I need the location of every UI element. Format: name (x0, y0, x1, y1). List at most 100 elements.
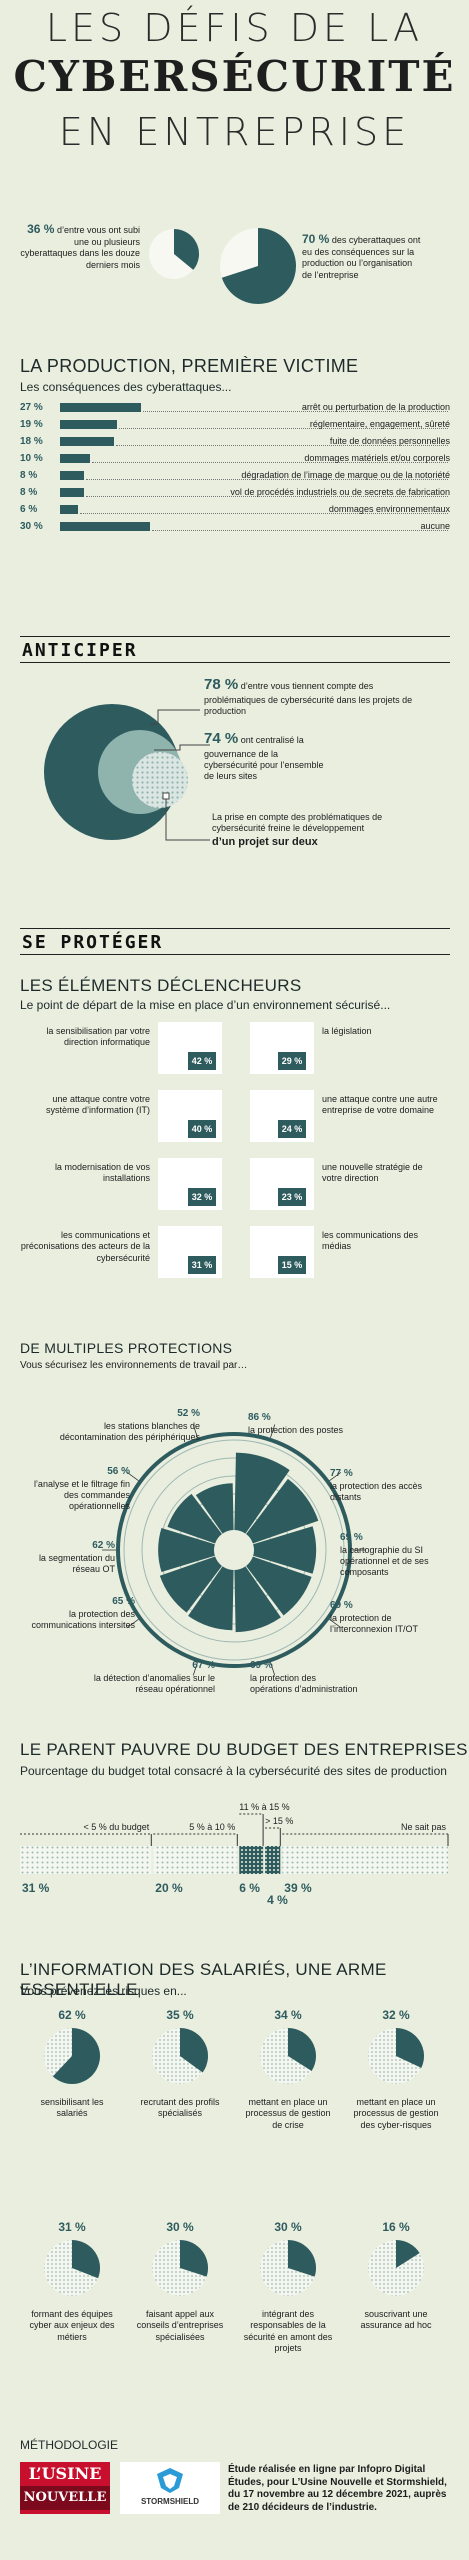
anticiper-a: 78 % d’entre vous tiennent compte des pr… (204, 676, 414, 717)
triggers-title: LES ÉLÉMENTS DÉCLENCHEURS (20, 976, 302, 995)
trigger-left-label: la sensibilisation par votre direction i… (46, 1026, 150, 1048)
methodology-text: Étude réalisée en ligne par Infopro Digi… (228, 2464, 447, 2513)
radial-wedge (246, 1556, 312, 1616)
information-item-pct: 16 % (382, 2220, 410, 2234)
radial-label-pct: 65 % (112, 1596, 135, 1607)
radial-label-pct: 69 % (330, 1600, 353, 1611)
budget-subtitle: Pourcentage du budget total consacré à l… (20, 1764, 447, 1778)
trigger-left-pct: 32 % (188, 1188, 216, 1206)
radial-label-text: les stations blanches de décontamination… (59, 1420, 200, 1442)
information-item-label: intégrant des responsables de la sécurit… (243, 2309, 333, 2353)
radial-grid-ring (123, 1439, 345, 1661)
information-item-pie (152, 2028, 208, 2085)
intro-left-pct: 36 % (27, 222, 55, 236)
information-pie-slice (396, 2028, 424, 2069)
stormshield-icon (157, 2468, 183, 2493)
radial-label-pct: 86 % (248, 1412, 271, 1423)
budget-segment (20, 1846, 152, 1874)
information-item-pie (44, 2028, 100, 2085)
title-line-3: EN ENTREPRISE (58, 110, 411, 154)
production-row-label: réglementaire, engagement, sûreté (309, 419, 450, 429)
budget-title: LE PARENT PAUVRE DU BUDGET DES ENTREPRIS… (20, 1740, 468, 1759)
usine-logo-top: L’USINE (28, 2464, 102, 2483)
production-row-leader (116, 445, 448, 446)
trigger-left-label: une attaque contre votre système d’infor… (45, 1094, 150, 1116)
radial-label: 69 % la cartographie du SI opérationnel e… (340, 1532, 450, 1578)
anticiper-a-text: d’entre vous tiennent compte des problém… (204, 681, 413, 716)
intro-left-pie-slice (174, 229, 199, 270)
information-item-label: formant des équipes cyber aux enjeux des… (29, 2309, 115, 2342)
trigger-left-pct: 40 % (188, 1120, 216, 1138)
trigger-left-pct: 42 % (188, 1052, 216, 1070)
intro-left-pie (149, 229, 199, 279)
production-row-bar (60, 403, 141, 412)
production-row-leader (143, 411, 448, 412)
radial-leader (126, 1619, 139, 1628)
production-title: LA PRODUCTION, PREMIÈRE VICTIME (20, 356, 359, 376)
budget-label: 5 % à 10 % (189, 1822, 235, 1832)
radial-label-pct: 67 % (192, 1660, 215, 1671)
information-item-pie (368, 2240, 424, 2297)
radial-label-text: la segmentation du réseau OT (38, 1552, 115, 1574)
production-row-leader (86, 479, 448, 480)
usine-logo-bottom: NOUVELLE (20, 2486, 110, 2510)
budget-pct: 4 % (267, 1893, 288, 1907)
budget-pct: 39 % (284, 1881, 312, 1895)
production-row-pct: 8 % (20, 487, 38, 498)
radial-wedge (159, 1556, 222, 1613)
usine-nouvelle-logo: L’USINE NOUVELLE (20, 2462, 110, 2514)
intro-right-pct: 70 % (302, 232, 330, 246)
budget-segment (239, 1846, 264, 1874)
anticiper-connectors (150, 709, 210, 841)
information-item: 34 % mettant en place un processus de ges… (236, 2008, 340, 2131)
information-pie-slice (72, 2240, 100, 2279)
radial-wedge (167, 1493, 222, 1544)
anticiper-b-text: ont centralisé la gouvernance de la cybe… (204, 735, 324, 782)
information-pie-slice (180, 2028, 208, 2073)
title-line-1: LES DÉFIS DE LA (45, 6, 424, 50)
information-title: L’INFORMATION DES SALARIÉS, UNE ARME ESS… (20, 1960, 387, 2000)
radial-leader (270, 1424, 276, 1438)
production-row-bar (60, 505, 78, 514)
information-item: 30 % faisant appel aux conseils d’entrepr… (128, 2220, 232, 2343)
protections-radial-chart (102, 1424, 366, 1676)
production-row-leader (92, 462, 448, 463)
information-pie-slice (180, 2240, 208, 2278)
radial-wedge (234, 1566, 281, 1633)
radial-leader (270, 1662, 276, 1676)
trigger-right-label: les communications des médias (322, 1230, 419, 1252)
intro-left-text: 36 % d’entre vous ont subi une ou plusie… (20, 222, 140, 271)
anticiper-rule-top (20, 636, 450, 637)
production-row-leader (152, 530, 448, 531)
stormshield-label: STORMSHIELD (140, 2496, 200, 2506)
trigger-left-label: les communications et préconisations des… (20, 1230, 150, 1263)
information-item: 30 % intégrant des responsables de la séc… (236, 2220, 340, 2354)
production-row-pct: 27 % (20, 402, 43, 413)
information-pie-slice (52, 2028, 100, 2085)
production-subtitle: Les conséquences des cyberattaques... (20, 380, 232, 394)
production-row-leader (80, 513, 448, 514)
radial-label: 69 % la protection des opérations d’admin… (250, 1660, 360, 1695)
intro-left-desc: d’entre vous ont subi une ou plusieurs c… (20, 225, 140, 270)
radial-leader (329, 1472, 342, 1481)
production-row-label: aucune (420, 521, 450, 531)
production-row-pct: 18 % (20, 436, 43, 447)
information-item: 31 % formant des équipes cyber aux enjeux… (20, 2220, 124, 2343)
radial-label-pct: 56 % (107, 1466, 130, 1477)
radial-label-text: la protection des accès distants (330, 1480, 423, 1502)
information-item-label: souscrivant une assurance ad hoc (360, 2309, 432, 2331)
radial-label-text: la détection d’anomalies sur le réseau o… (93, 1672, 215, 1694)
information-item-pie (368, 2028, 424, 2085)
information-item-pie (260, 2028, 316, 2085)
trigger-right-label: la législation (322, 1026, 372, 1036)
anticiper-circle-half (132, 752, 188, 808)
radial-label: 56 % l’analyse et le filtrage fin des com… (20, 1466, 130, 1512)
radial-label: 77 % la protection des accès distants (330, 1468, 440, 1503)
production-row-bar (60, 437, 114, 446)
anticiper-a-pct: 78 % (204, 676, 239, 693)
budget-label: Ne sait pas (401, 1822, 447, 1832)
production-row-bar (60, 522, 150, 531)
information-pie-slice (288, 2028, 316, 2072)
radial-leader (192, 1662, 198, 1676)
anticiper-circles (44, 704, 188, 840)
